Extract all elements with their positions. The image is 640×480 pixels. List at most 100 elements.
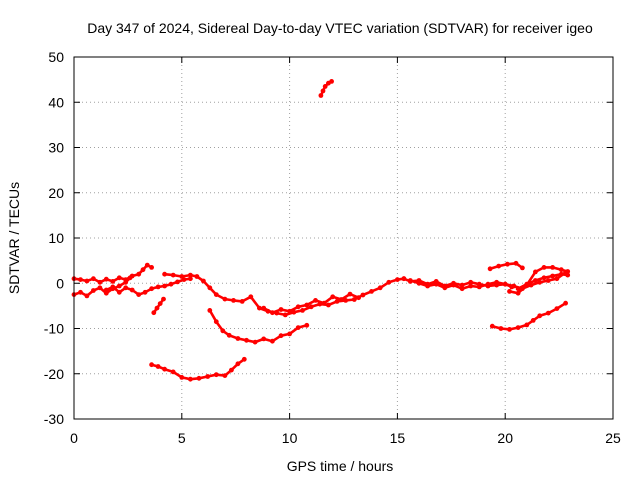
data-point	[558, 267, 564, 273]
data-point	[369, 289, 374, 294]
data-point	[213, 292, 219, 297]
data-point	[162, 271, 168, 277]
x-tick-label: 10	[282, 430, 298, 446]
y-tick-label: 20	[48, 185, 64, 201]
data-point	[207, 285, 213, 291]
data-point	[282, 312, 288, 318]
data-point	[545, 278, 551, 283]
data-point	[97, 285, 103, 291]
data-point	[170, 369, 176, 375]
data-point	[541, 275, 547, 281]
y-tick-label: 0	[56, 275, 64, 291]
data-point	[257, 305, 262, 311]
data-point	[377, 285, 383, 291]
series-track-5	[162, 271, 407, 318]
data-point	[502, 281, 508, 287]
data-point	[489, 323, 495, 329]
series-track-2	[71, 275, 133, 299]
data-point	[558, 271, 564, 277]
data-point	[356, 295, 361, 301]
data-point	[110, 279, 116, 284]
series-track-8	[149, 356, 247, 382]
data-point	[507, 327, 512, 332]
data-point	[334, 299, 340, 304]
data-point	[140, 267, 146, 273]
data-point	[563, 300, 568, 306]
data-point	[507, 289, 512, 294]
series-line	[72, 276, 132, 298]
data-point	[287, 308, 292, 314]
data-point	[205, 374, 211, 379]
data-point	[226, 332, 232, 338]
data-point	[188, 272, 193, 278]
data-point	[270, 338, 275, 344]
series-track-14	[515, 271, 571, 292]
data-point	[142, 289, 148, 295]
data-point	[168, 281, 174, 287]
data-point	[248, 294, 254, 300]
data-point	[213, 319, 219, 325]
data-point	[524, 322, 530, 328]
data-point	[318, 93, 324, 98]
data-point	[196, 375, 202, 381]
data-point	[229, 367, 234, 373]
series-track-12	[487, 260, 525, 272]
data-point	[425, 283, 430, 289]
data-point	[155, 284, 161, 290]
data-point	[123, 279, 129, 285]
data-point	[201, 278, 206, 284]
x-tick-label: 20	[497, 430, 513, 446]
data-point	[401, 276, 407, 282]
x-tick-label: 15	[390, 430, 406, 446]
data-point	[149, 265, 155, 270]
data-point	[116, 283, 122, 289]
data-point	[513, 260, 519, 266]
series-line	[208, 309, 309, 344]
y-tick-label: 40	[48, 94, 64, 110]
data-point	[261, 305, 267, 311]
data-point	[270, 310, 275, 316]
series-track-4	[151, 296, 166, 316]
data-point	[407, 278, 413, 283]
data-point	[170, 272, 176, 278]
data-point	[326, 302, 331, 308]
data-point	[239, 299, 245, 304]
axis-ticks: 0 5 10 15 20 25 50 40 30 20 10 0 -10 -20 -30	[44, 49, 621, 446]
data-series	[71, 79, 571, 382]
data-point	[235, 361, 241, 367]
data-point	[127, 275, 133, 281]
data-point	[116, 275, 122, 281]
data-point	[78, 289, 83, 295]
series-line	[163, 272, 406, 317]
data-point	[149, 286, 155, 292]
data-point	[235, 336, 241, 341]
data-point	[468, 279, 474, 285]
data-point	[222, 373, 228, 378]
series-track-3	[103, 276, 193, 297]
data-point	[554, 276, 560, 282]
y-tick-label: -20	[44, 366, 64, 382]
data-point	[554, 306, 560, 311]
data-point	[304, 322, 310, 328]
data-point	[487, 266, 493, 272]
plot-frame	[73, 56, 614, 420]
data-point	[157, 301, 163, 306]
data-point	[97, 279, 103, 285]
x-axis-label: GPS time / hours	[287, 458, 394, 474]
data-point	[287, 331, 292, 337]
y-tick-label: 50	[48, 49, 64, 65]
data-point	[533, 269, 538, 275]
data-point	[222, 296, 228, 302]
data-point	[123, 285, 129, 291]
data-point	[515, 286, 521, 292]
data-point	[442, 285, 448, 291]
data-point	[244, 337, 249, 343]
data-point	[485, 281, 491, 287]
x-tick-label: 25	[605, 430, 621, 446]
data-point	[459, 286, 465, 292]
series-track-6	[261, 291, 361, 316]
series-line	[152, 297, 165, 315]
data-point	[179, 274, 185, 279]
data-point	[175, 279, 180, 285]
data-point	[154, 305, 160, 311]
